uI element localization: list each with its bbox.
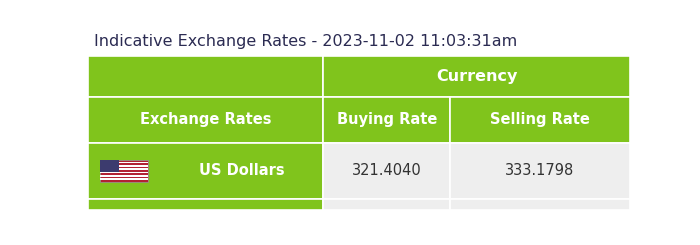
FancyBboxPatch shape: [323, 199, 450, 209]
Text: Exchange Rates: Exchange Rates: [140, 112, 271, 127]
FancyBboxPatch shape: [100, 178, 148, 180]
FancyBboxPatch shape: [323, 143, 450, 199]
FancyBboxPatch shape: [100, 162, 148, 163]
FancyBboxPatch shape: [88, 199, 323, 209]
FancyBboxPatch shape: [88, 97, 323, 143]
FancyBboxPatch shape: [450, 143, 630, 199]
FancyBboxPatch shape: [100, 160, 148, 182]
Text: 321.4040: 321.4040: [352, 163, 421, 178]
FancyBboxPatch shape: [100, 168, 148, 170]
FancyBboxPatch shape: [100, 172, 148, 173]
FancyBboxPatch shape: [88, 143, 323, 199]
FancyBboxPatch shape: [88, 56, 323, 97]
FancyBboxPatch shape: [100, 175, 148, 177]
Text: US Dollars: US Dollars: [199, 163, 285, 178]
FancyBboxPatch shape: [450, 97, 630, 143]
FancyBboxPatch shape: [323, 97, 450, 143]
Text: Selling Rate: Selling Rate: [490, 112, 590, 127]
FancyBboxPatch shape: [450, 199, 630, 209]
Text: Currency: Currency: [436, 69, 517, 84]
Text: Buying Rate: Buying Rate: [337, 112, 437, 127]
FancyBboxPatch shape: [100, 165, 148, 167]
FancyBboxPatch shape: [100, 160, 119, 172]
Text: Indicative Exchange Rates - 2023-11-02 11:03:31am: Indicative Exchange Rates - 2023-11-02 1…: [94, 34, 517, 49]
Text: 333.1798: 333.1798: [505, 163, 575, 178]
FancyBboxPatch shape: [323, 56, 630, 97]
